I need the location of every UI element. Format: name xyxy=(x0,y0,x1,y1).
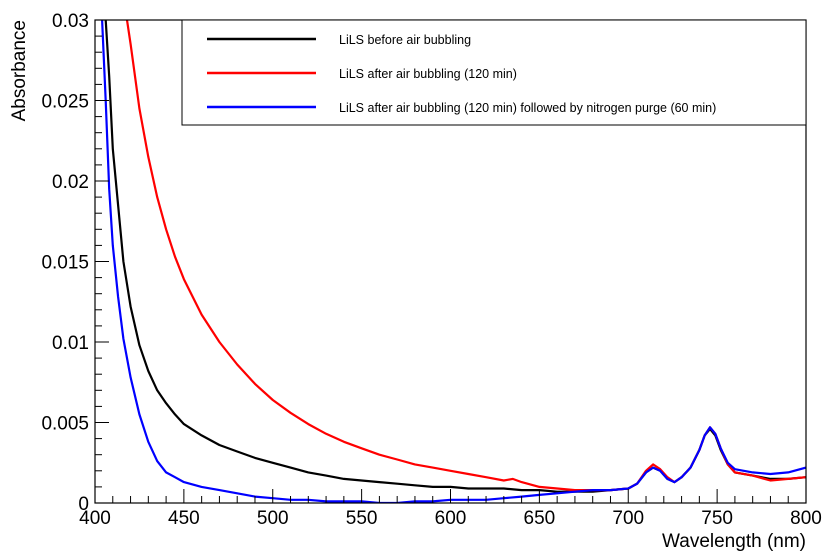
legend-label-3: LiLS after air bubbling (120 min) follow… xyxy=(339,101,716,115)
y-tick-label: 0.01 xyxy=(52,333,89,354)
x-axis-title: Wavelength (nm) xyxy=(662,531,806,552)
y-tick-label: 0.03 xyxy=(52,11,89,32)
x-axis: 400 450 500 550 600 650 700 750 800 xyxy=(79,489,822,529)
y-axis-title: Absorbance xyxy=(9,20,30,121)
y-axis: 0 0.005 0.01 0.015 0.02 0.025 0.03 xyxy=(41,11,109,515)
y-tick-label: 0 xyxy=(78,494,89,515)
x-tick-label: 750 xyxy=(701,508,733,529)
x-tick-label: 400 xyxy=(79,508,111,529)
x-tick-label: 550 xyxy=(346,508,378,529)
x-tick-label: 500 xyxy=(257,508,289,529)
legend: LiLS before air bubbling LiLS after air b… xyxy=(181,19,807,126)
x-tick-label: 800 xyxy=(790,508,822,529)
x-tick-label: 650 xyxy=(524,508,556,529)
x-tick-label: 700 xyxy=(612,508,644,529)
y-tick-label: 0.025 xyxy=(41,92,89,113)
legend-label-2: LiLS after air bubbling (120 min) xyxy=(339,67,517,81)
y-tick-label: 0.005 xyxy=(41,414,89,435)
x-tick-label: 450 xyxy=(168,508,200,529)
y-tick-label: 0.02 xyxy=(52,172,89,193)
legend-label-1: LiLS before air bubbling xyxy=(339,33,471,47)
y-tick-label: 0.015 xyxy=(41,253,89,274)
x-tick-label: 600 xyxy=(435,508,467,529)
